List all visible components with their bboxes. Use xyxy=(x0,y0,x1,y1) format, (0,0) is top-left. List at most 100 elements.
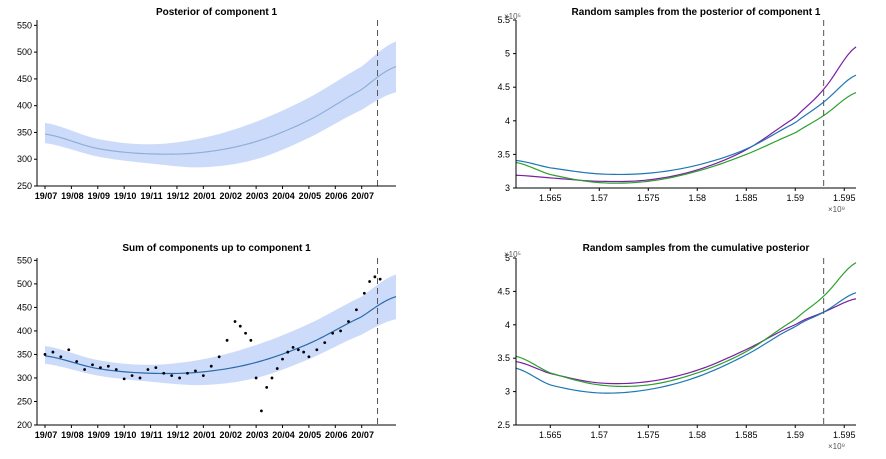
data-point xyxy=(43,353,47,356)
x-tick-label: 20/05 xyxy=(299,430,322,440)
x-tick-label: 1.58 xyxy=(689,430,707,440)
y-exponent: ×10⁵ xyxy=(504,12,521,21)
y-tick-label: 300 xyxy=(17,373,32,383)
x-tick-label: 20/05 xyxy=(299,191,322,201)
data-point xyxy=(138,376,142,380)
y-exponent: ×10⁵ xyxy=(504,250,521,259)
data-point xyxy=(331,331,335,335)
y-tick-label: 3 xyxy=(505,387,510,397)
data-point xyxy=(59,355,63,359)
x-tick-label: 20/04 xyxy=(272,191,295,201)
chart-title: Random samples from the posterior of com… xyxy=(572,7,821,18)
data-point xyxy=(99,366,102,370)
sample-line-1 xyxy=(515,298,857,385)
sample-line-2 xyxy=(515,74,857,176)
y-tick-label: 4 xyxy=(505,320,510,330)
data-point xyxy=(209,364,213,368)
y-tick-label: 400 xyxy=(17,101,32,111)
data-point xyxy=(368,280,372,283)
x-tick-label: 19/08 xyxy=(61,430,84,440)
x-tick-label: 20/07 xyxy=(351,191,374,201)
data-point xyxy=(347,320,350,323)
y-tick-label: 200 xyxy=(17,420,32,430)
chart-title: Sum of components up to component 1 xyxy=(122,243,311,254)
data-point xyxy=(106,364,110,368)
y-tick-label: 5 xyxy=(505,49,510,59)
x-tick-label: 19/09 xyxy=(88,191,111,201)
y-tick-label: 450 xyxy=(17,74,32,84)
chart-sum_components_1: Sum of components up to component 1 200 25… xyxy=(17,243,397,440)
x-tick-label: 20/02 xyxy=(219,191,242,201)
y-tick-label: 550 xyxy=(17,20,32,30)
y-tick-label: 4 xyxy=(505,116,510,126)
y-tick-label: 5.5 xyxy=(497,15,510,25)
data-point xyxy=(281,357,284,361)
data-point xyxy=(186,371,189,375)
data-point xyxy=(244,331,247,335)
x-exponent: ×10⁹ xyxy=(828,205,845,214)
data-point xyxy=(238,324,242,328)
data-point xyxy=(178,376,181,380)
data-point xyxy=(286,350,290,354)
data-point xyxy=(162,371,166,375)
chart-random_samples_cumulative: Random samples from the cumulative poste… xyxy=(497,243,857,451)
y-tick-label: 5 xyxy=(505,253,510,263)
chart-random_samples_component_1: Random samples from the posterior of com… xyxy=(497,7,857,214)
data-point xyxy=(270,376,274,380)
x-tick-label: 1.59 xyxy=(786,430,804,440)
data-point xyxy=(217,355,221,359)
data-point xyxy=(275,367,279,370)
data-point xyxy=(307,355,311,359)
y-tick-label: 4.5 xyxy=(497,286,510,296)
x-tick-label: 1.59 xyxy=(786,193,804,203)
chart-title: Random samples from the cumulative poste… xyxy=(583,243,810,254)
x-tick-label: 1.575 xyxy=(637,430,660,440)
y-tick-label: 350 xyxy=(17,349,32,359)
x-tick-label: 19/11 xyxy=(141,191,163,201)
data-point xyxy=(265,385,269,389)
y-tick-label: 3.5 xyxy=(497,353,510,363)
x-tick-label: 19/08 xyxy=(61,191,84,201)
data-point xyxy=(233,320,237,323)
data-point xyxy=(130,374,134,378)
x-tick-label: 1.585 xyxy=(735,430,758,440)
x-tick-label: 1.585 xyxy=(735,193,758,203)
x-tick-label: 19/12 xyxy=(167,191,190,201)
y-tick-label: 300 xyxy=(17,154,32,164)
x-tick-label: 19/07 xyxy=(35,191,58,201)
mean-line xyxy=(44,66,397,155)
x-tick-label: 1.595 xyxy=(833,193,856,203)
observations xyxy=(43,275,382,413)
data-point xyxy=(355,308,358,312)
x-tick-label: 19/11 xyxy=(141,430,163,440)
mean-line xyxy=(44,296,397,375)
y-tick-label: 500 xyxy=(17,47,32,57)
x-tick-label: 1.565 xyxy=(539,430,562,440)
data-point xyxy=(201,374,205,378)
y-tick-label: 4.5 xyxy=(497,82,510,92)
y-tick-label: 450 xyxy=(17,302,32,312)
x-tick-label: 19/10 xyxy=(114,191,137,201)
data-point xyxy=(122,377,126,381)
chart-title: Posterior of component 1 xyxy=(156,7,278,18)
data-point xyxy=(254,376,258,380)
x-tick-label: 20/01 xyxy=(193,191,216,201)
x-tick-label: 1.575 xyxy=(637,193,660,203)
x-tick-label: 19/09 xyxy=(88,430,111,440)
x-tick-label: 20/07 xyxy=(351,430,374,440)
x-tick-label: 20/03 xyxy=(246,191,269,201)
data-point xyxy=(339,329,342,333)
data-point xyxy=(315,348,319,352)
credible-band xyxy=(45,41,396,168)
data-point xyxy=(378,277,382,281)
y-tick-label: 500 xyxy=(17,279,32,289)
sample-line-2 xyxy=(515,292,857,394)
x-tick-label: 20/01 xyxy=(193,430,216,440)
y-tick-label: 3 xyxy=(505,183,510,193)
data-point xyxy=(323,341,327,345)
y-tick-label: 2.5 xyxy=(497,420,510,430)
x-tick-label: 19/12 xyxy=(167,430,190,440)
x-tick-label: 19/10 xyxy=(114,430,137,440)
y-tick-label: 350 xyxy=(17,127,32,137)
data-point xyxy=(51,350,55,354)
